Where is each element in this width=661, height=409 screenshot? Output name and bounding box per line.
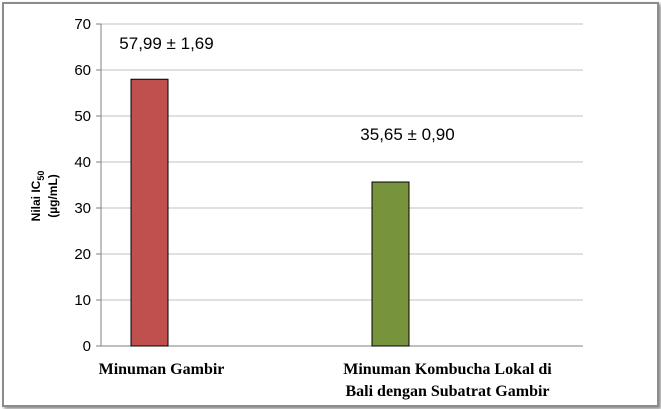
y-axis-label-text: Nilai IC	[29, 180, 43, 221]
y-axis-label-unit: (µg/mL)	[46, 174, 60, 218]
y-tick-label: 60	[74, 62, 91, 79]
data-label: 57,99 ± 1,69	[119, 34, 213, 53]
y-axis-label-subscript: 50	[36, 171, 46, 181]
y-tick-label: 70	[74, 16, 91, 33]
data-label: 35,65 ± 0,90	[360, 125, 454, 144]
y-tick-label: 30	[74, 200, 91, 217]
y-tick-label: 40	[74, 154, 91, 171]
bar	[130, 78, 169, 347]
y-axis-ticks: 0 10 20 30 40 50 60 70	[74, 16, 101, 355]
category-label: Minuman Kombucha Lokal di	[343, 361, 552, 378]
gridlines	[101, 23, 583, 301]
category-label: Minuman Gambir	[99, 361, 225, 378]
data-labels: 57,99 ± 1,69 35,65 ± 0,90	[119, 34, 454, 144]
category-labels: Minuman Gambir Minuman Kombucha Lokal di B…	[99, 361, 553, 400]
y-tick-label: 50	[74, 108, 91, 125]
y-tick-label: 10	[74, 292, 91, 309]
category-label: Bali dengan Subatrat Gambir	[345, 383, 549, 400]
bars	[130, 78, 410, 347]
y-tick-label: 0	[83, 338, 91, 355]
bar	[371, 181, 410, 347]
y-axis-label: Nilai IC50	[29, 171, 46, 222]
y-tick-label: 20	[74, 246, 91, 263]
